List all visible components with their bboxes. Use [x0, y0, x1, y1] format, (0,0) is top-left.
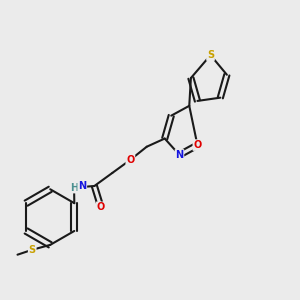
- Text: O: O: [193, 140, 202, 150]
- Text: S: S: [207, 50, 214, 60]
- Text: S: S: [29, 245, 36, 255]
- Text: N: N: [78, 181, 86, 191]
- Text: N: N: [176, 150, 184, 160]
- Text: O: O: [97, 202, 105, 212]
- Text: O: O: [126, 155, 134, 165]
- Text: H: H: [70, 183, 78, 193]
